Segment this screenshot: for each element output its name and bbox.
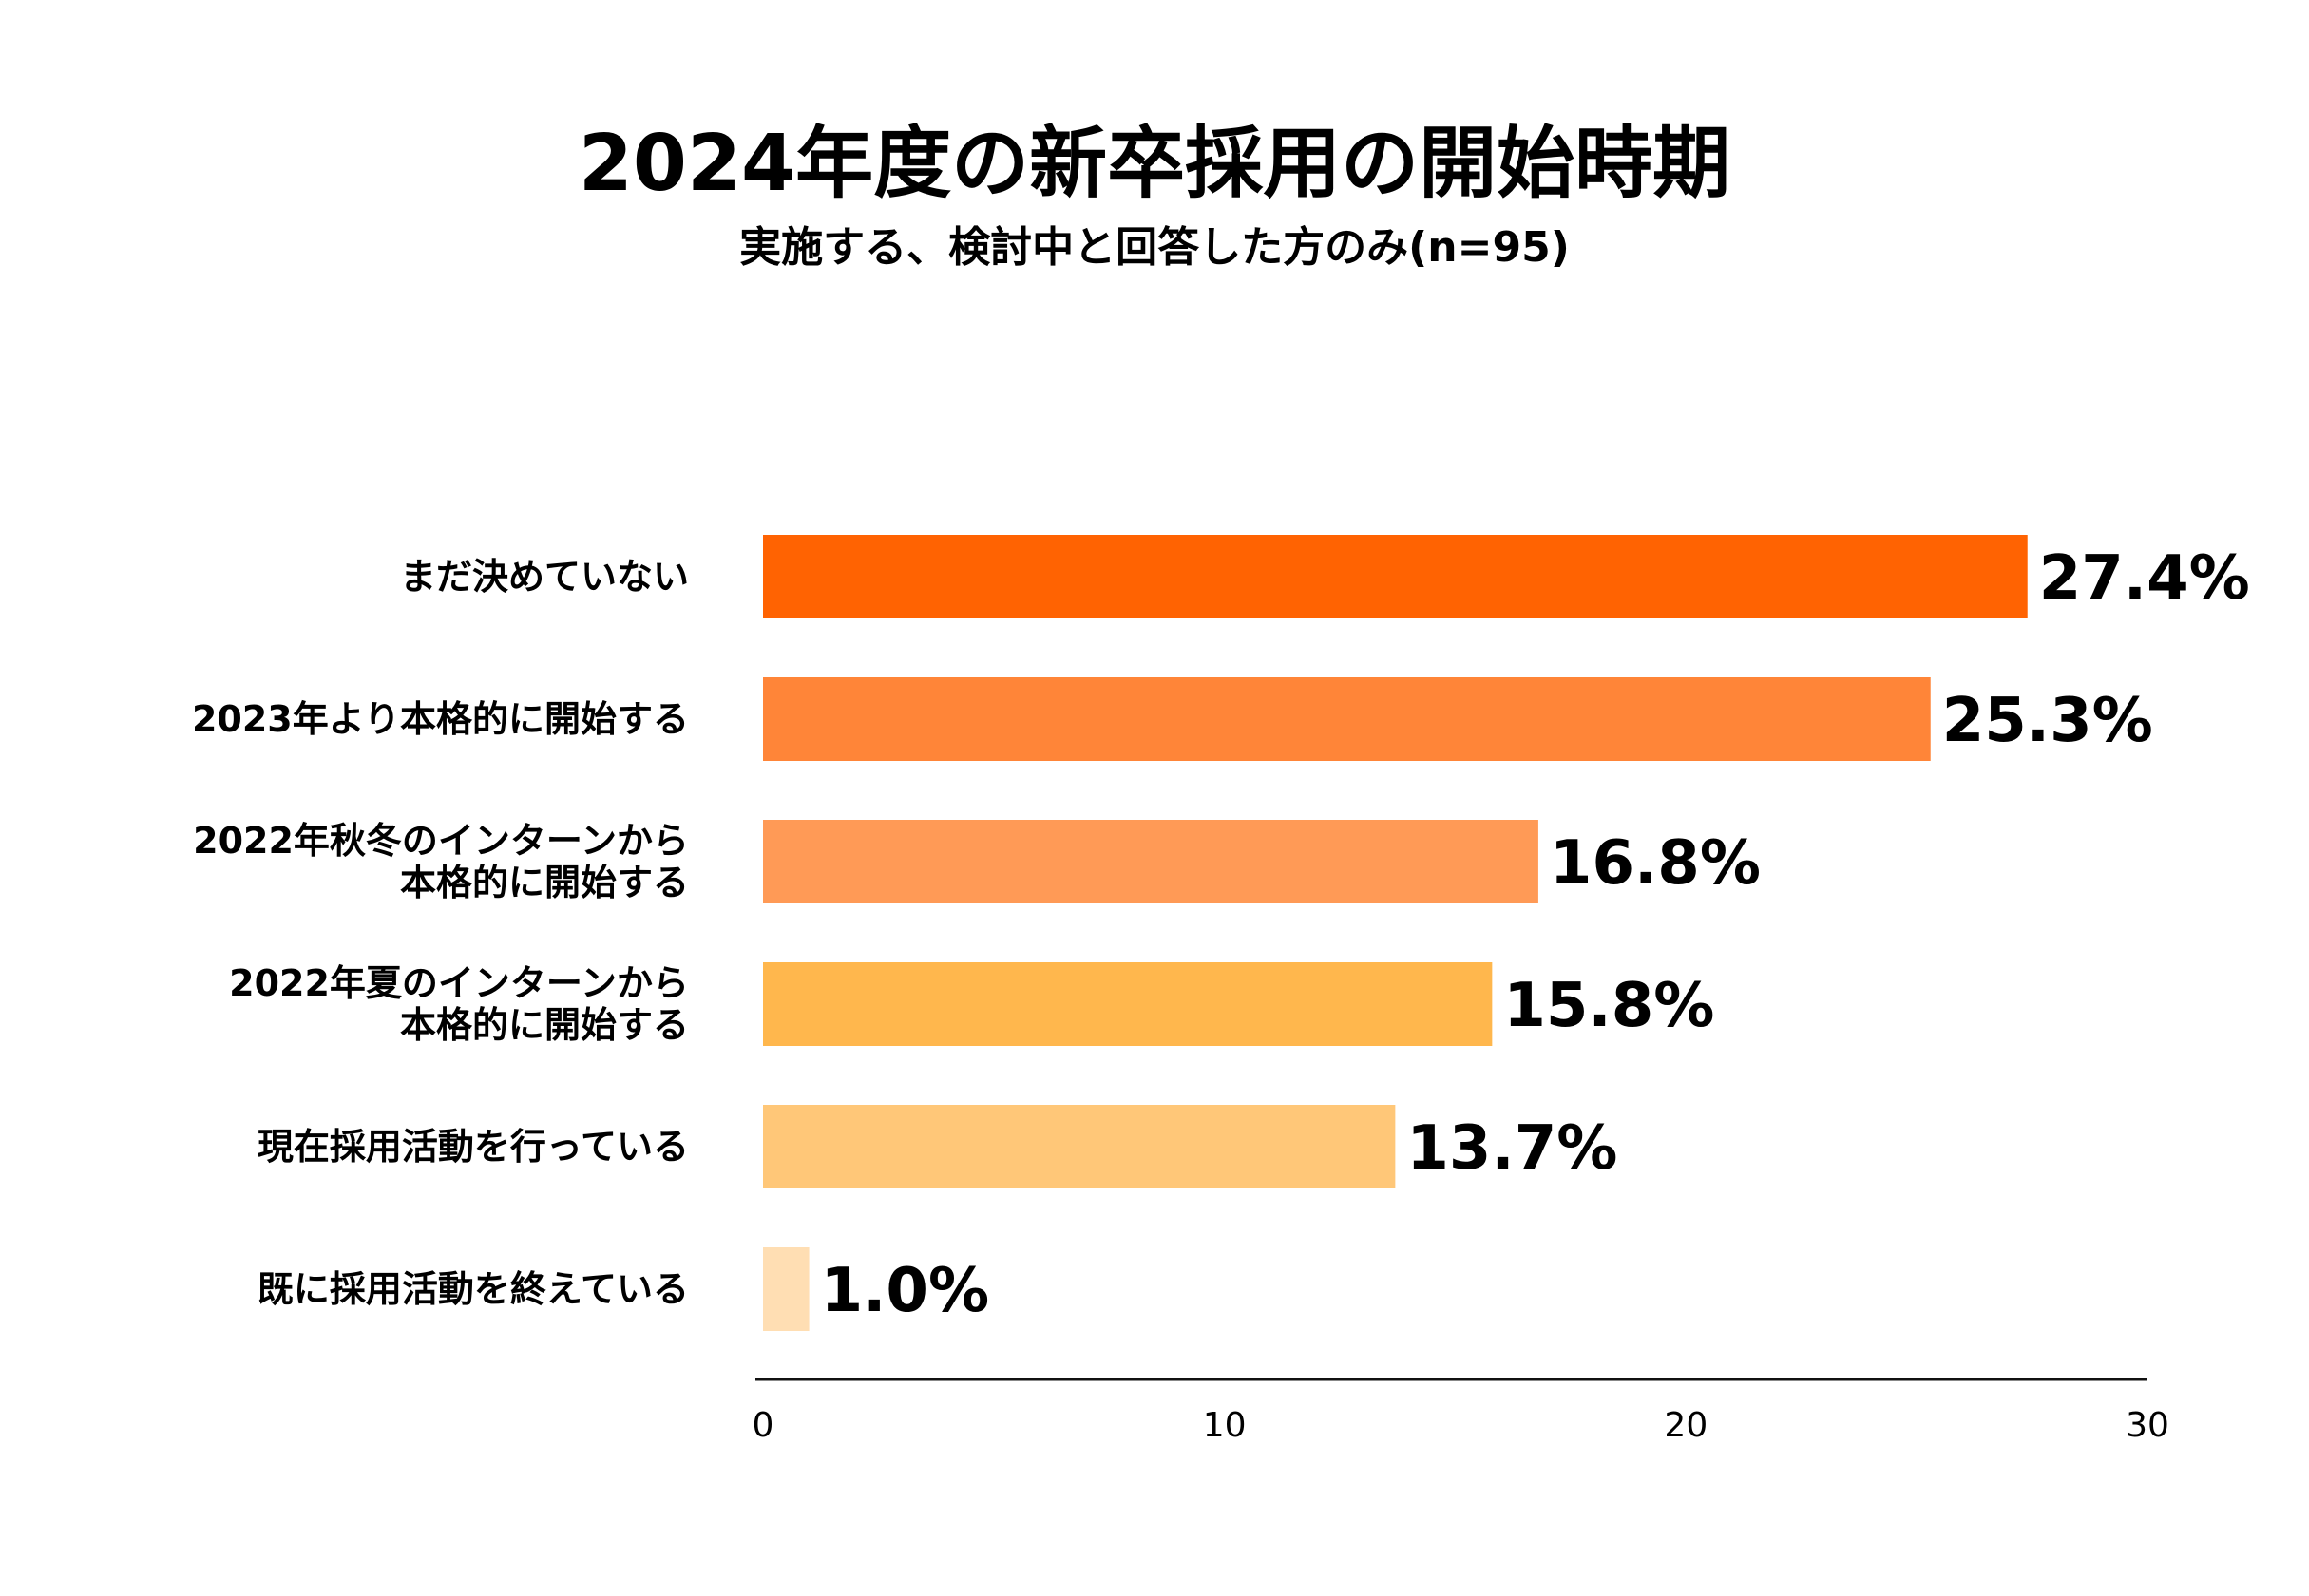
bar-4 [763, 1105, 1396, 1188]
category-label-5: 既に採用活動を終えている [258, 1268, 689, 1310]
tick-label-0: 0 [753, 1406, 774, 1445]
bar-0 [763, 535, 2028, 618]
tick-label-1: 10 [1203, 1406, 1247, 1445]
value-label-3: 15.8% [1503, 971, 1714, 1041]
category-label-3-line-0: 2022年夏のインターンから [229, 962, 689, 1004]
category-label-3-line-1: 本格的に開始する [400, 1004, 689, 1046]
category-label-0: まだ決めていない [400, 556, 689, 598]
bar-1 [763, 677, 1931, 761]
bar-2 [763, 820, 1538, 903]
bar-3 [763, 962, 1493, 1046]
value-label-5: 1.0% [821, 1256, 990, 1326]
category-label-4: 現在採用活動を行っている [258, 1126, 689, 1168]
chart-subtitle: 実施する、検討中と回答した方のみ(n=95) [739, 223, 1570, 272]
tick-label-3: 30 [2126, 1406, 2169, 1445]
category-label-2-line-0: 2022年秋冬のインターンから [193, 820, 689, 862]
value-label-0: 27.4% [2039, 543, 2250, 614]
value-label-2: 16.8% [1550, 828, 1761, 899]
chart-title: 2024年度の新卒採用の開始時期 [579, 119, 1730, 209]
bar-group: 27.4% まだ決めていない 25.3% 2023年より本格的に開始する 16.8% 20… [192, 535, 2250, 1331]
tick-label-2: 20 [1664, 1406, 1708, 1445]
category-label-1: 2023年より本格的に開始する [192, 698, 689, 740]
category-label-2-line-1: 本格的に開始する [400, 862, 689, 903]
value-label-4: 13.7% [1406, 1113, 1617, 1184]
value-label-1: 25.3% [1942, 686, 2153, 756]
bar-5 [763, 1247, 810, 1331]
x-axis: 0 10 20 30 [753, 1378, 2169, 1445]
